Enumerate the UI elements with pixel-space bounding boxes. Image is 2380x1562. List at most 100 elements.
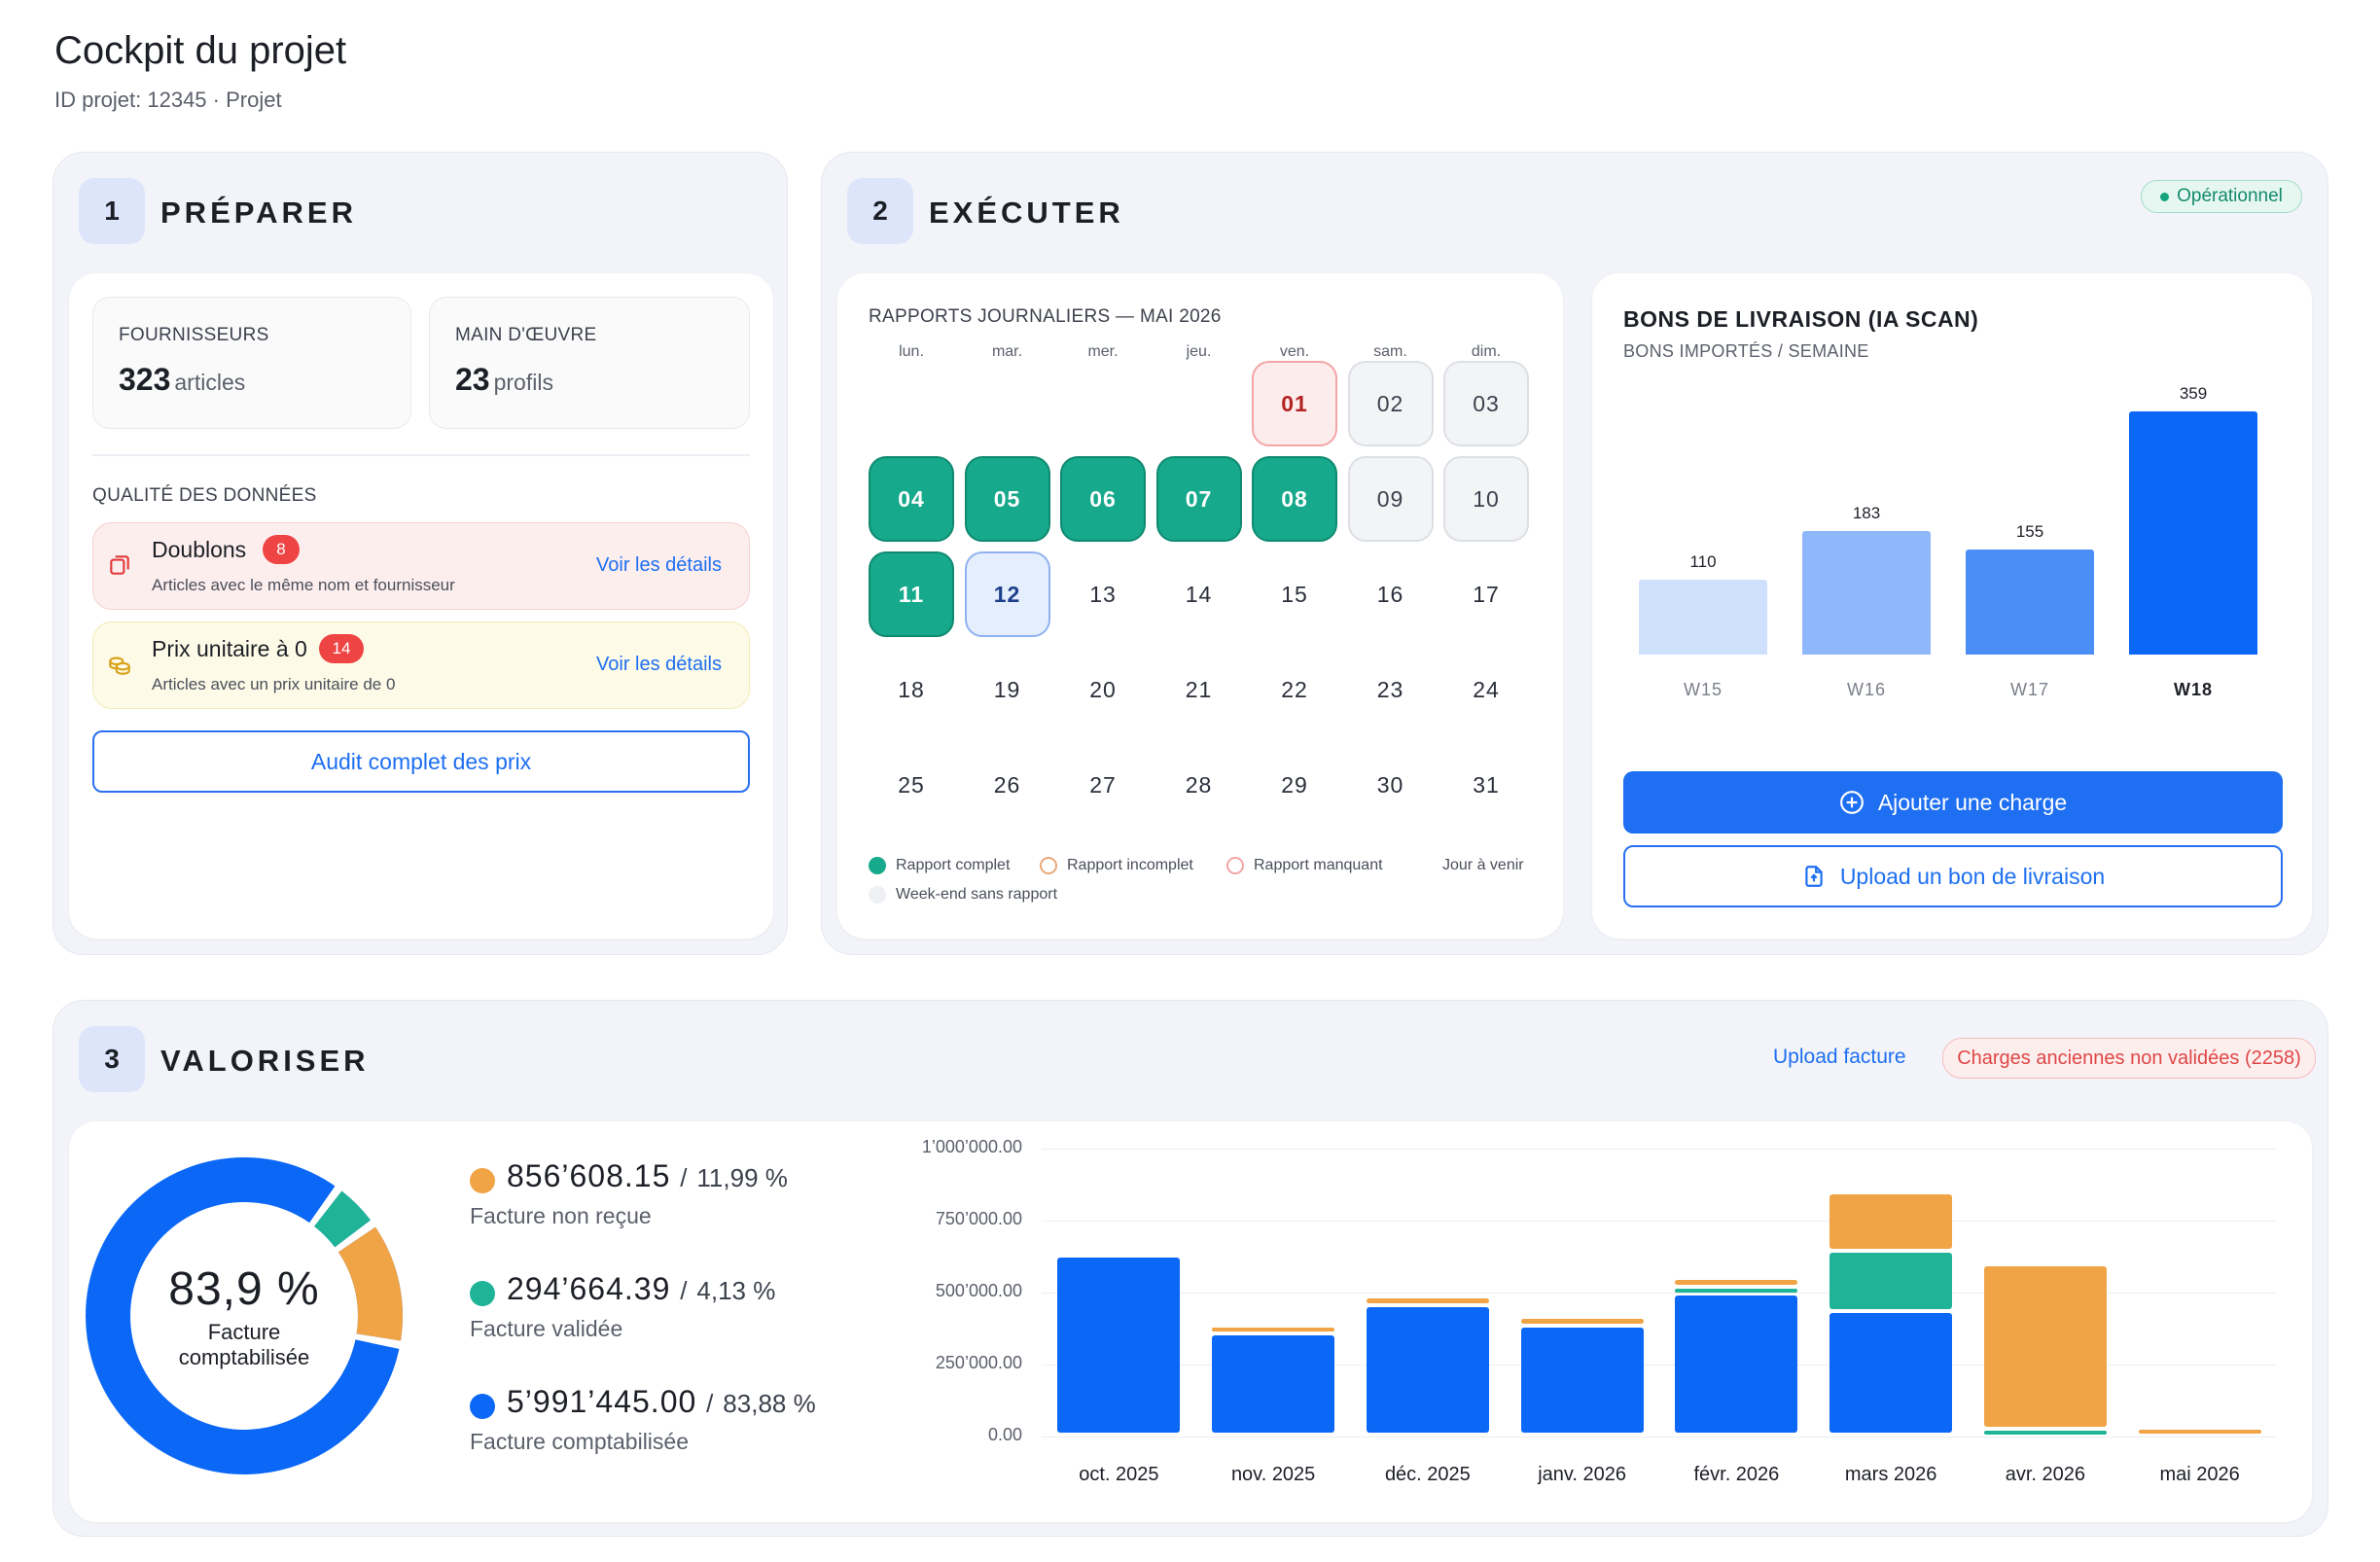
stacked-bar-segment[interactable]: [1057, 1258, 1181, 1433]
y-tick-label: 1’000’000.00: [921, 1137, 1022, 1156]
calendar-day-09[interactable]: 09: [1347, 456, 1434, 542]
stacked-bar-segment[interactable]: [1983, 1431, 2107, 1436]
calendar-day-17[interactable]: 17: [1473, 581, 1500, 607]
duplicates-details-link[interactable]: Voir les détails: [596, 554, 722, 576]
calendar-day-27[interactable]: 27: [1089, 771, 1117, 798]
calendar-day-30[interactable]: 30: [1376, 771, 1404, 798]
calendar-day-08[interactable]: 08: [1252, 456, 1337, 542]
legend-validated: 294’664.39 / 4,13 % Facture validée: [470, 1271, 878, 1349]
calendar-day-04[interactable]: 04: [869, 456, 954, 542]
x-tick-label: déc. 2025: [1384, 1464, 1471, 1485]
percent: 4,13 %: [696, 1276, 776, 1305]
donut-label-line1: Facture: [207, 1319, 281, 1344]
calendar-day-23[interactable]: 23: [1376, 676, 1404, 702]
audit-prices-button[interactable]: Audit complet des prix: [92, 730, 750, 793]
calendar-day-29[interactable]: 29: [1281, 771, 1308, 798]
bar-W15[interactable]: [1639, 580, 1767, 655]
stacked-bar-segment[interactable]: [1675, 1295, 1798, 1433]
stacked-bar-segment[interactable]: [1212, 1327, 1335, 1332]
section-executer: 2 EXÉCUTER Opérationnel RAPPORTS JOURNAL…: [821, 152, 2328, 955]
calendar-day-26[interactable]: 26: [993, 771, 1021, 798]
calendar-day-15[interactable]: 15: [1281, 581, 1308, 607]
section-title: EXÉCUTER: [929, 195, 1124, 230]
calendar-day-28[interactable]: 28: [1185, 771, 1213, 798]
calendar-title: RAPPORTS JOURNALIERS — MAI 2026: [869, 306, 1222, 327]
bar-W17[interactable]: [1966, 550, 2094, 655]
weekday-label: jeu.: [1186, 343, 1212, 360]
calendar-day-13[interactable]: 13: [1089, 581, 1117, 607]
legend-value: 5’991’445.00 / 83,88 %: [507, 1384, 816, 1420]
status-badge: Opérationnel: [2141, 180, 2302, 213]
calendar-day-11[interactable]: 11: [869, 551, 954, 637]
stacked-bar-segment[interactable]: [1366, 1306, 1489, 1433]
bar-W18[interactable]: [2129, 411, 2257, 655]
amount: 5’991’445.00: [507, 1384, 697, 1419]
legend-value: 294’664.39 / 4,13 %: [507, 1271, 775, 1307]
stacked-bar-segment[interactable]: [1983, 1266, 2107, 1428]
legend-label: Week-end sans rapport: [896, 886, 1058, 903]
calendar-day-12[interactable]: 12: [964, 551, 1050, 637]
y-tick-label: 0.00: [987, 1425, 1022, 1444]
stacked-bar-segment[interactable]: [1675, 1288, 1798, 1293]
calendar-day-10[interactable]: 10: [1443, 456, 1529, 542]
donut-segment-not-received[interactable]: [337, 1226, 403, 1341]
stacked-bar-segment[interactable]: [1829, 1194, 1953, 1249]
x-tick-label: W15: [1683, 680, 1723, 699]
zero-price-details-link[interactable]: Voir les détails: [596, 654, 722, 675]
stacked-bar-segment[interactable]: [1675, 1279, 1798, 1285]
calendar-day-01[interactable]: 01: [1252, 361, 1337, 446]
calendar-day-25[interactable]: 25: [898, 771, 925, 798]
upload-invoice-link[interactable]: Upload facture: [1773, 1046, 1906, 1068]
preparer-card: FOURNISSEURS 323 articles MAIN D'ŒUVRE 23…: [69, 273, 773, 939]
legend-not-received: 856’608.15 / 11,99 % Facture non reçue: [470, 1158, 878, 1236]
legend-booked: 5’991’445.00 / 83,88 % Facture comptabil…: [470, 1384, 898, 1462]
legend-label: Facture non reçue: [470, 1203, 652, 1228]
zero-price-badge: 14: [319, 634, 364, 663]
x-tick-label: févr. 2026: [1693, 1464, 1780, 1485]
weekday-label: mer.: [1087, 343, 1119, 360]
stacked-bar-segment[interactable]: [1829, 1312, 1953, 1433]
calendar-day-20[interactable]: 20: [1089, 676, 1117, 702]
add-charge-button[interactable]: Ajouter une charge: [1623, 771, 2283, 834]
x-tick-label: mai 2026: [2159, 1464, 2240, 1485]
labor-stat[interactable]: MAIN D'ŒUVRE 23 profils: [429, 297, 750, 429]
page-title: Cockpit du projet: [54, 29, 347, 72]
calendar-day-18[interactable]: 18: [898, 676, 925, 702]
calendar-day-05[interactable]: 05: [964, 456, 1050, 542]
donut-separator: [308, 1185, 342, 1227]
calendar-day-02[interactable]: 02: [1347, 361, 1434, 446]
pending-charges-badge[interactable]: Charges anciennes non validées (2258): [1942, 1038, 2316, 1079]
calendar-day-21[interactable]: 21: [1185, 676, 1213, 702]
x-tick-label: janv. 2026: [1538, 1464, 1627, 1485]
calendar-day-07[interactable]: 07: [1155, 456, 1242, 542]
step-number: 1: [79, 178, 145, 244]
calendar-day-31[interactable]: 31: [1473, 771, 1500, 798]
page-subtitle: ID projet: 12345 · Projet: [54, 88, 282, 112]
grid-line: [1042, 1149, 2277, 1150]
daily-reports-card: RAPPORTS JOURNALIERS — MAI 2026 lun. mar.…: [837, 273, 1563, 939]
divider: [92, 454, 750, 456]
bar-value-label: 155: [2015, 522, 2044, 542]
calendar-day-19[interactable]: 19: [993, 676, 1021, 702]
suppliers-stat[interactable]: FOURNISSEURS 323 articles: [92, 297, 411, 429]
stacked-bar-segment[interactable]: [2138, 1429, 2261, 1434]
bar-W16[interactable]: [1802, 530, 1931, 655]
calendar-day-24[interactable]: 24: [1473, 676, 1500, 702]
stacked-bar-segment[interactable]: [1212, 1335, 1335, 1433]
calendar-day-03[interactable]: 03: [1443, 361, 1529, 446]
add-charge-label: Ajouter une charge: [1877, 789, 2068, 815]
stacked-bar-segment[interactable]: [1829, 1252, 1953, 1309]
legend-future: Jour à venir: [1442, 857, 1524, 874]
calendar-day-06[interactable]: 06: [1060, 456, 1146, 542]
calendar-day-22[interactable]: 22: [1281, 676, 1308, 702]
invoice-donut-chart: [86, 1157, 403, 1474]
upload-delivery-button[interactable]: Upload un bon de livraison: [1623, 845, 2283, 907]
calendar-day-16[interactable]: 16: [1376, 581, 1404, 607]
donut-segment-validated[interactable]: [313, 1190, 371, 1248]
stacked-bar-segment[interactable]: [1520, 1318, 1644, 1324]
percent-sep: /: [680, 1163, 688, 1192]
stacked-bar-segment[interactable]: [1520, 1327, 1644, 1433]
stacked-bar-segment[interactable]: [1366, 1297, 1489, 1303]
donut-separator: [334, 1220, 376, 1254]
calendar-day-14[interactable]: 14: [1185, 581, 1213, 607]
